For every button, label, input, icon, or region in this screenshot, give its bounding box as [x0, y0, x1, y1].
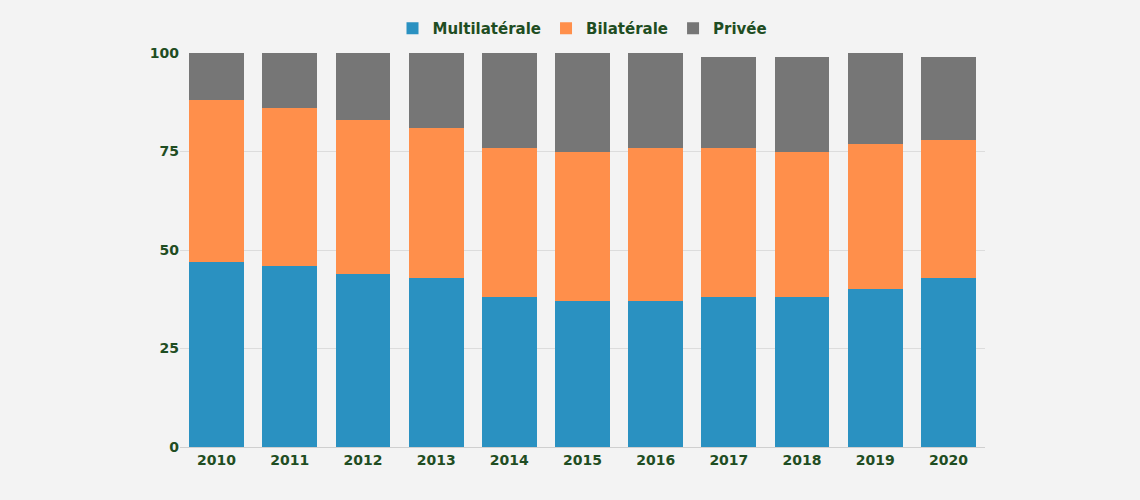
svg-text:50: 50 [160, 242, 180, 258]
svg-text:2017: 2017 [709, 452, 748, 468]
svg-text:2011: 2011 [270, 452, 309, 468]
svg-text:25: 25 [160, 340, 179, 356]
svg-text:2012: 2012 [343, 452, 382, 468]
svg-text:100: 100 [150, 45, 179, 61]
svg-text:Multilatérale: Multilatérale [433, 20, 542, 38]
svg-text:2016: 2016 [636, 452, 675, 468]
svg-text:2018: 2018 [783, 452, 822, 468]
svg-text:0: 0 [169, 439, 179, 455]
svg-text:Bilatérale: Bilatérale [586, 20, 668, 38]
svg-text:2014: 2014 [490, 452, 529, 468]
svg-text:2020: 2020 [929, 452, 968, 468]
svg-text:2010: 2010 [197, 452, 236, 468]
svg-text:2013: 2013 [417, 452, 456, 468]
svg-text:2015: 2015 [563, 452, 602, 468]
svg-text:Privée: Privée [713, 20, 767, 38]
svg-text:2019: 2019 [856, 452, 895, 468]
svg-text:75: 75 [160, 143, 179, 159]
